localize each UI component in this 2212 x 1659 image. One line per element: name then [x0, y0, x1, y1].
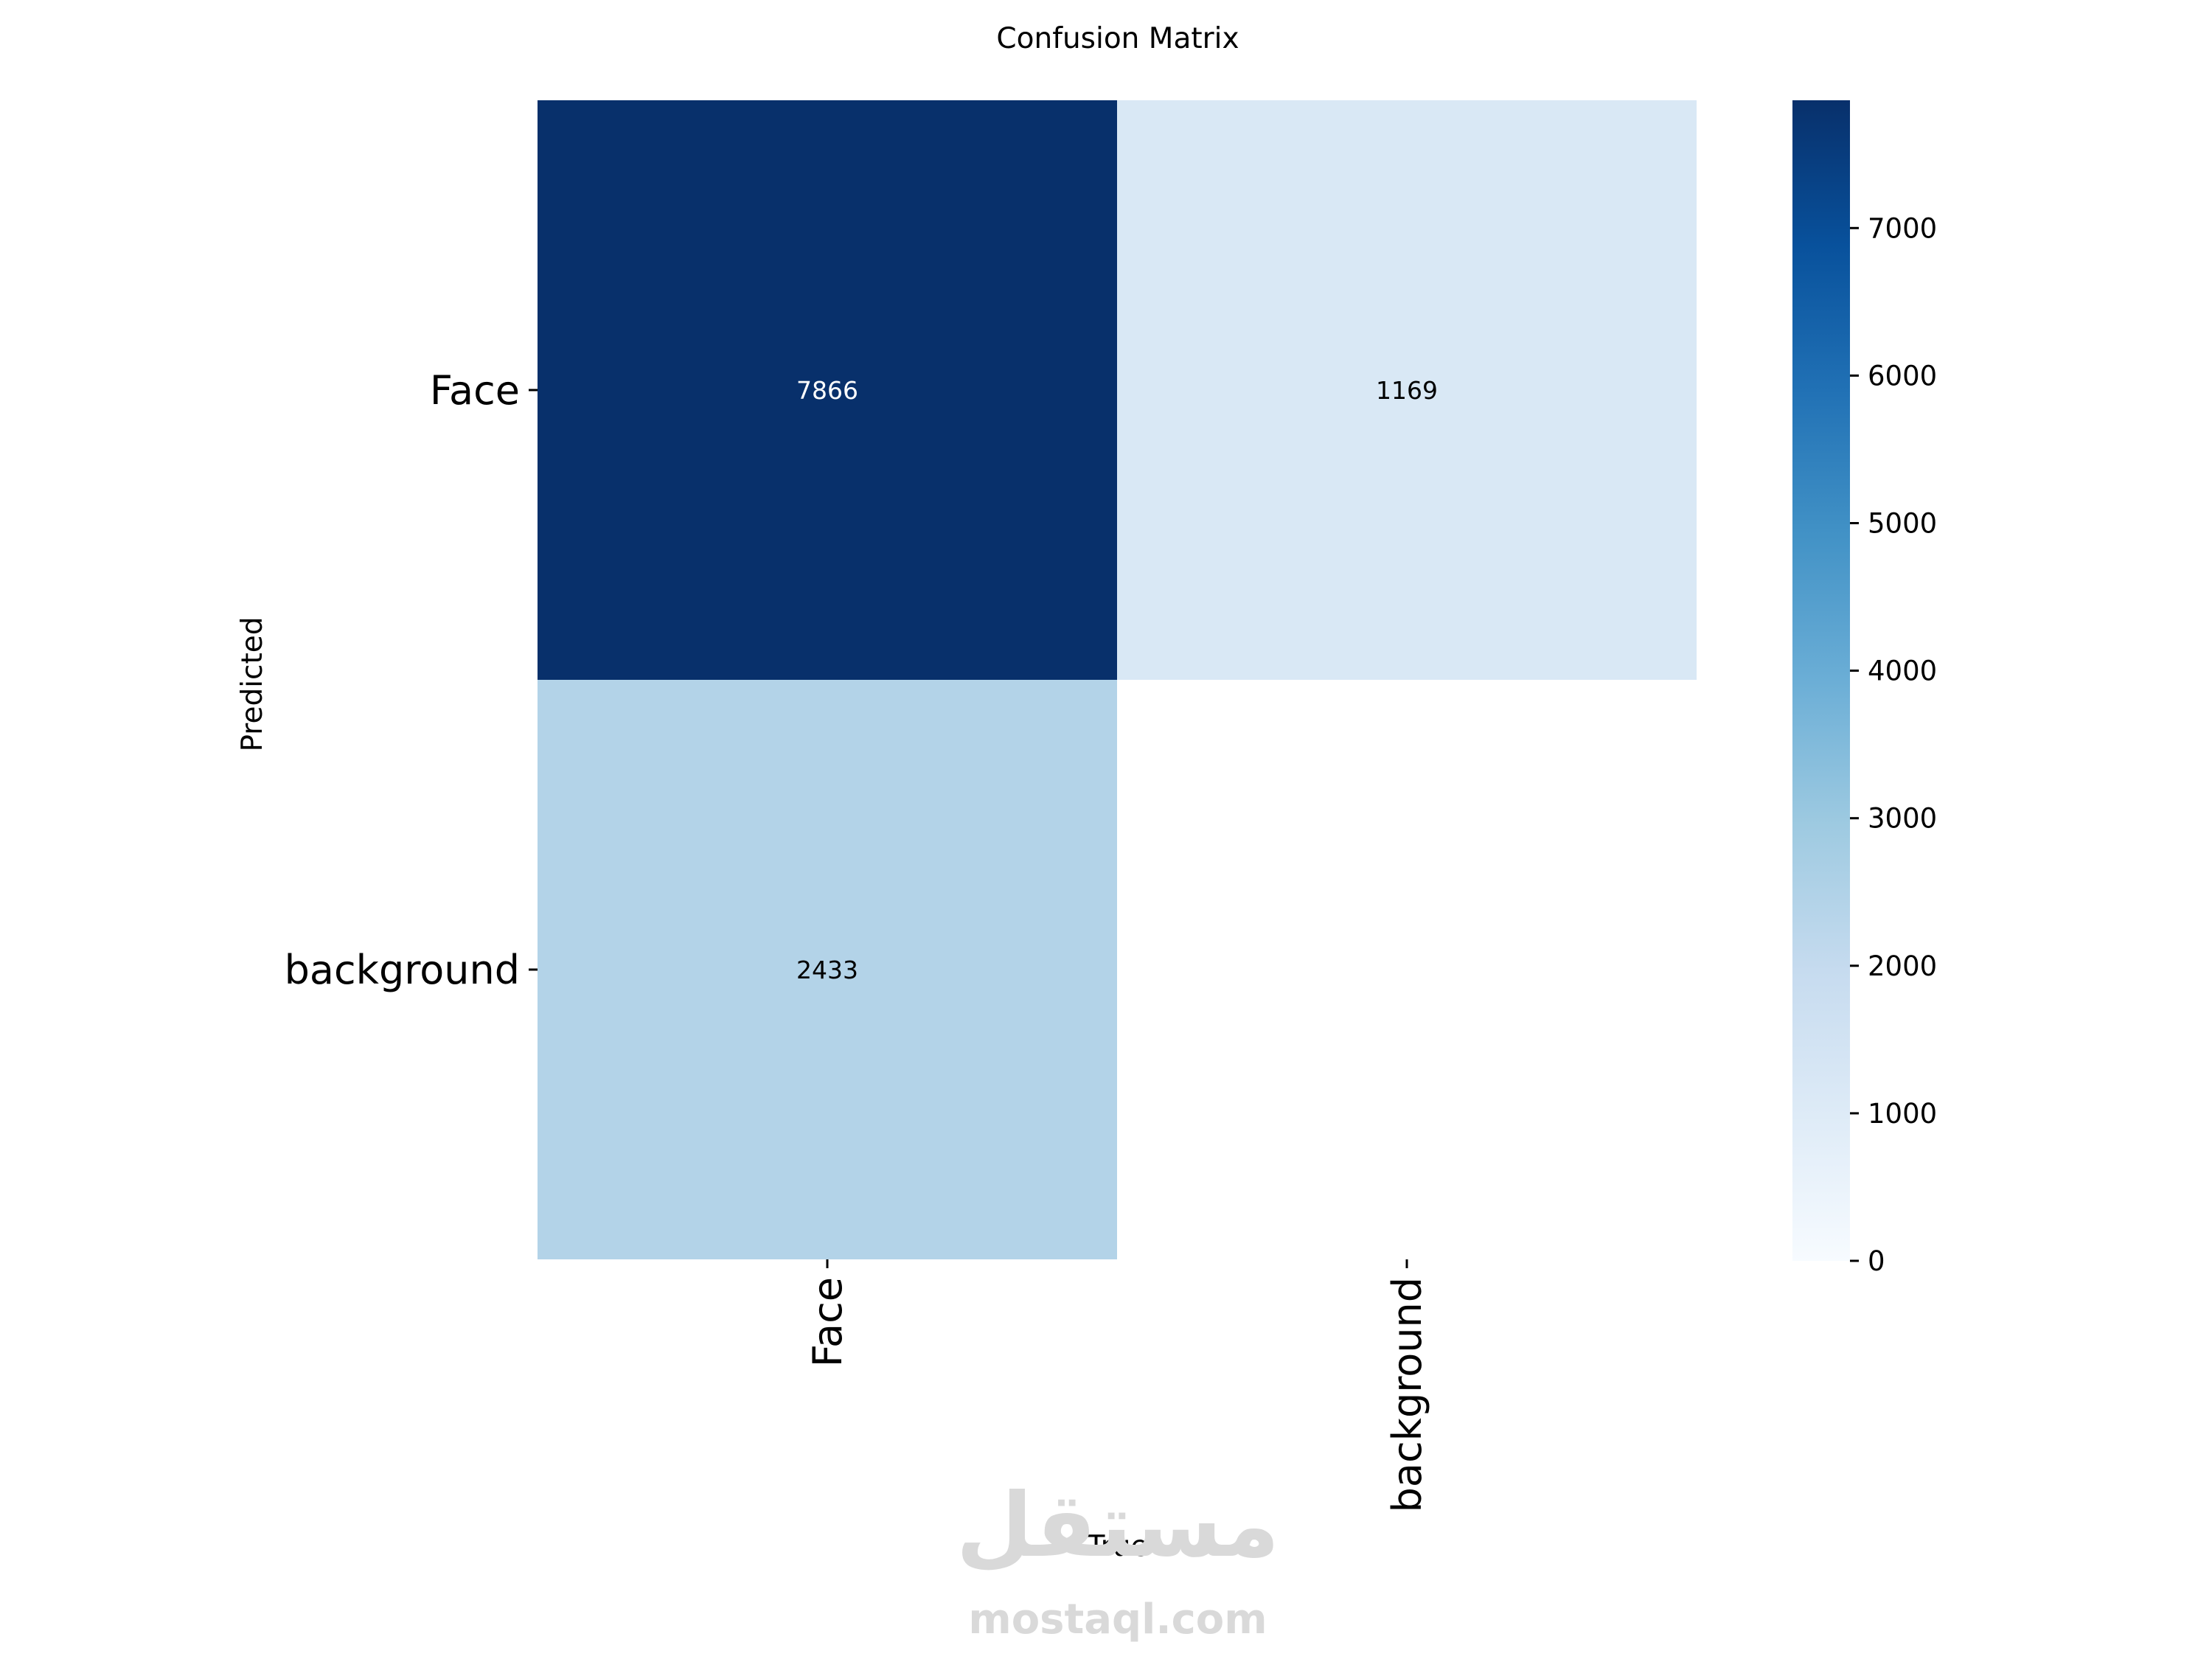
y-axis-ticks: Face background [285, 367, 538, 993]
colorbar-tick-label: 5000 [1868, 507, 1937, 539]
colorbar-tick-label: 4000 [1868, 655, 1937, 687]
colorbar: 0 1000 2000 3000 4000 5000 6000 7000 [1792, 100, 1937, 1277]
y-tick-label: Face [430, 367, 520, 414]
x-tick-label: Face [804, 1277, 851, 1367]
colorbar-tick-label: 3000 [1868, 803, 1937, 835]
chart-title: Confusion Matrix [996, 22, 1239, 55]
heatmap-cell-1-1 [1117, 680, 1697, 1259]
colorbar-gradient [1792, 100, 1850, 1261]
heatmap-cells [538, 100, 1697, 1259]
heatmap-cell-1-0 [538, 680, 1117, 1259]
x-axis-ticks: Face background [804, 1259, 1430, 1512]
colorbar-tick-label: 0 [1868, 1245, 1885, 1277]
cell-value-1-0: 2433 [796, 956, 858, 984]
cell-value-0-0: 7866 [796, 376, 858, 405]
watermark-logo: مستقل [956, 1475, 1280, 1577]
watermark-url: mostaql.com [968, 1596, 1267, 1644]
y-axis-label: Predicted [236, 616, 269, 751]
colorbar-tick-label: 6000 [1868, 360, 1937, 392]
colorbar-ticks: 0 1000 2000 3000 4000 5000 6000 7000 [1850, 212, 1937, 1277]
heatmap-cell-0-0 [538, 100, 1117, 680]
colorbar-tick-label: 2000 [1868, 950, 1937, 982]
heatmap-annotations: 7866 1169 2433 [796, 376, 1438, 984]
colorbar-tick-label: 7000 [1868, 212, 1937, 244]
colorbar-tick-label: 1000 [1868, 1098, 1937, 1130]
y-tick-label: background [285, 947, 520, 993]
x-tick-label: background [1384, 1277, 1430, 1512]
cell-value-0-1: 1169 [1376, 376, 1438, 405]
heatmap-cell-0-1 [1117, 100, 1697, 680]
x-axis-label: True [1087, 1530, 1149, 1563]
watermark: مستقل mostaql.com [956, 1475, 1280, 1644]
